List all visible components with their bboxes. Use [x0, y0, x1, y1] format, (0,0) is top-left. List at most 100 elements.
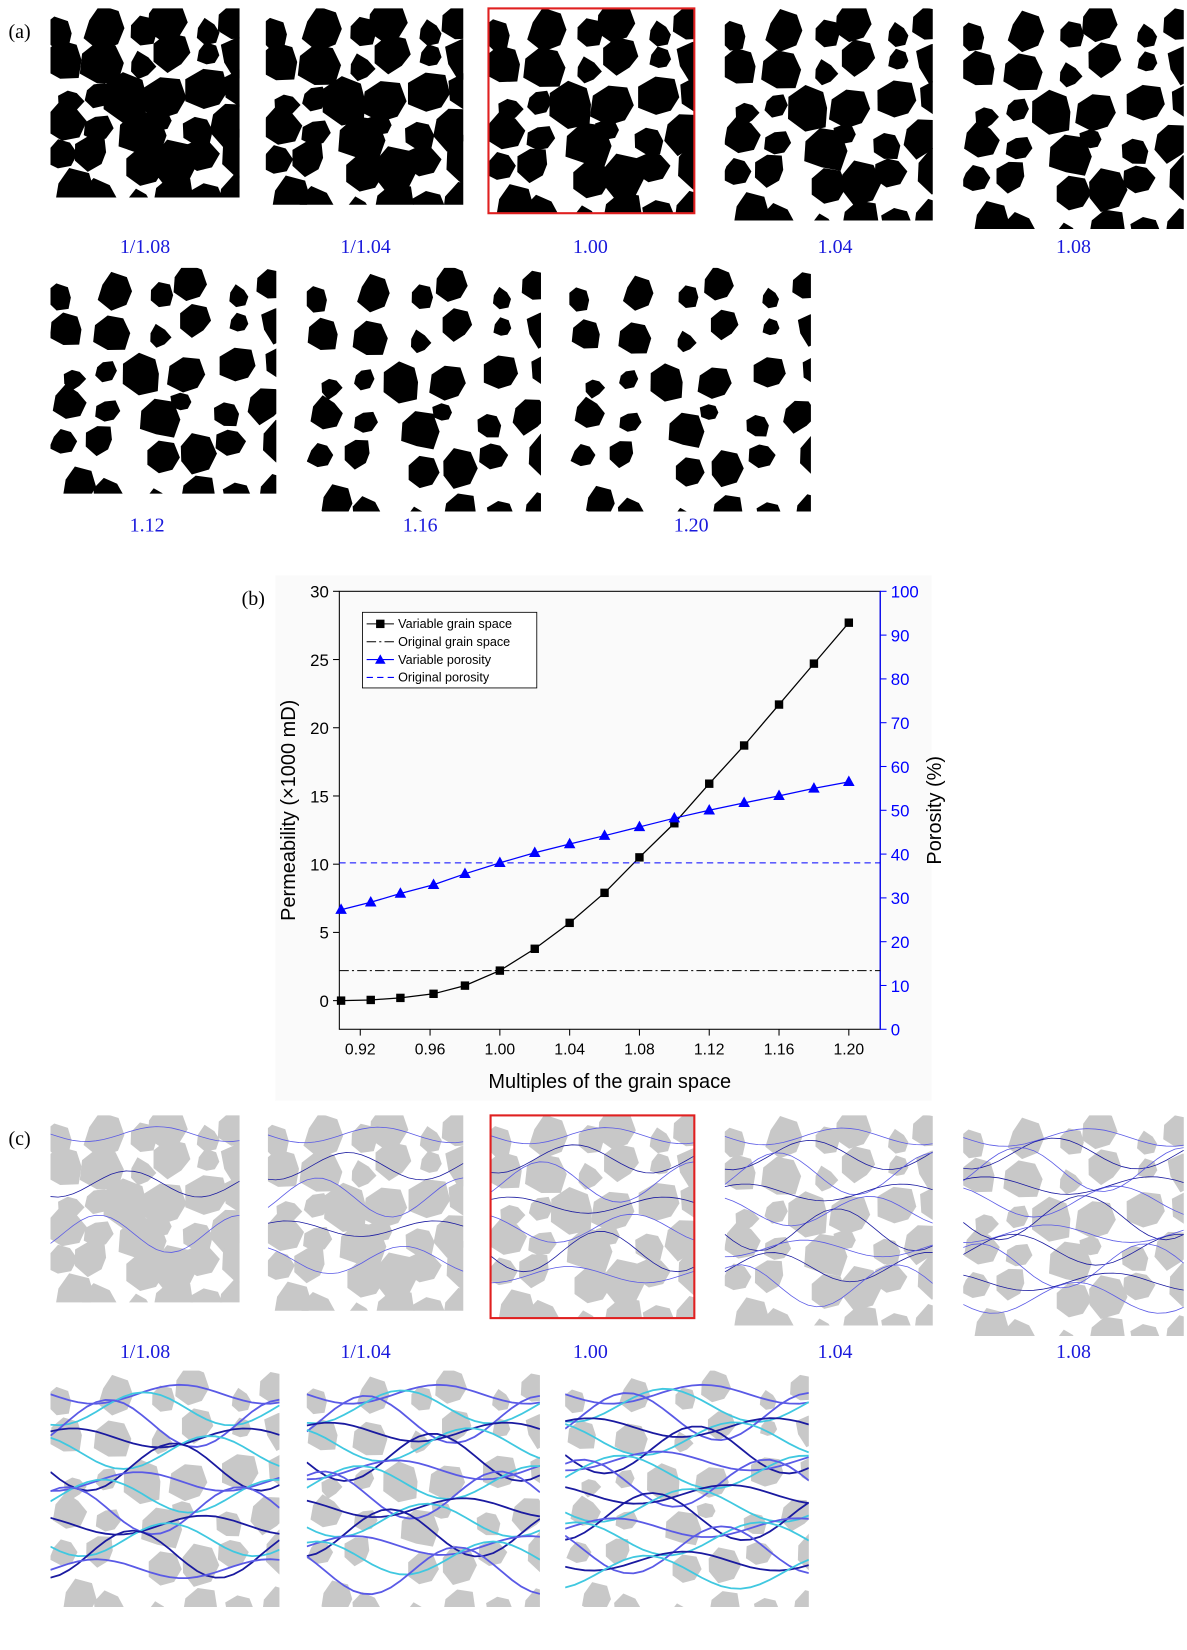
grain — [1090, 209, 1125, 229]
x-axis-label: Multiples of the grain space — [488, 1071, 731, 1093]
grain — [225, 1595, 253, 1607]
marker — [808, 782, 820, 793]
streamline — [565, 1422, 809, 1455]
image-tile — [50, 8, 240, 198]
grain — [586, 485, 615, 512]
grain — [488, 45, 520, 83]
marker — [336, 996, 346, 1005]
grain — [139, 398, 181, 438]
grain — [183, 1245, 220, 1277]
x-tick-label: 1.16 — [764, 1041, 795, 1058]
marker — [670, 819, 679, 828]
grain — [604, 192, 642, 214]
grain — [828, 1195, 871, 1235]
grain — [435, 1370, 467, 1404]
grain — [224, 1175, 240, 1213]
marker — [495, 966, 505, 975]
streamline — [725, 1196, 933, 1225]
grain — [916, 43, 933, 85]
grain — [405, 121, 435, 150]
grain — [265, 145, 294, 174]
grain — [577, 1310, 595, 1319]
grain — [874, 158, 908, 188]
grain — [292, 141, 324, 178]
grain — [83, 1115, 125, 1158]
grain — [167, 357, 206, 393]
grain — [1058, 222, 1074, 229]
grain — [153, 1139, 191, 1180]
grain — [50, 429, 78, 454]
grain — [222, 127, 240, 179]
grain — [50, 16, 72, 49]
grain — [753, 357, 786, 388]
marker — [844, 618, 854, 627]
x-tick-label: 1.00 — [485, 1041, 516, 1058]
grain — [843, 200, 879, 221]
grain — [222, 1233, 240, 1284]
grain — [50, 99, 87, 141]
grain — [1058, 1329, 1074, 1336]
grain — [408, 455, 440, 489]
grain — [446, 1240, 464, 1290]
grain — [724, 1127, 746, 1158]
streamline — [307, 1541, 540, 1574]
grain — [697, 367, 732, 399]
grain — [383, 1461, 418, 1503]
grain — [303, 1226, 333, 1252]
grain — [843, 1305, 879, 1326]
grain — [873, 132, 901, 160]
grain — [619, 412, 642, 432]
grain — [724, 157, 752, 185]
grain — [1137, 51, 1158, 72]
grain — [74, 136, 107, 172]
grain — [753, 1597, 779, 1607]
grain — [764, 131, 792, 155]
grain — [50, 1244, 78, 1274]
grain — [525, 1154, 567, 1194]
marker — [703, 803, 716, 815]
grain — [152, 1385, 175, 1412]
grain — [1121, 138, 1149, 164]
grain — [724, 47, 756, 84]
grain — [1059, 1169, 1083, 1195]
grain — [375, 1141, 412, 1182]
grain — [306, 1388, 327, 1415]
grain — [974, 200, 1009, 229]
grain — [140, 1183, 187, 1225]
grain — [50, 139, 78, 169]
grain — [673, 1115, 695, 1147]
grain — [1163, 8, 1184, 40]
grain — [173, 267, 207, 302]
streamline — [565, 1493, 809, 1540]
y2-tick-label: 90 — [891, 626, 910, 645]
grain — [97, 271, 133, 311]
grain — [636, 1258, 671, 1288]
grain — [344, 439, 370, 470]
grain — [912, 1115, 933, 1147]
streamline — [51, 1472, 280, 1491]
grain — [448, 1179, 464, 1216]
grain — [1089, 1275, 1128, 1319]
marker — [565, 918, 574, 928]
grain — [1056, 1282, 1092, 1318]
grain — [888, 21, 909, 48]
grain — [916, 1150, 933, 1191]
streamline — [725, 1128, 933, 1145]
grain — [512, 399, 541, 436]
grain — [668, 412, 705, 448]
grain — [917, 147, 933, 195]
grain — [196, 1124, 220, 1152]
grain — [302, 86, 328, 112]
grain — [1032, 1196, 1071, 1242]
image-tile — [565, 1370, 809, 1607]
grain — [520, 1373, 540, 1402]
grain — [183, 139, 220, 171]
grain — [1121, 1245, 1149, 1271]
grain — [963, 50, 995, 86]
grain — [52, 384, 87, 419]
grain — [490, 1257, 518, 1286]
grain — [1137, 23, 1158, 48]
caption: 1.12 — [130, 514, 165, 536]
grain — [1167, 46, 1184, 86]
marker — [460, 981, 470, 990]
